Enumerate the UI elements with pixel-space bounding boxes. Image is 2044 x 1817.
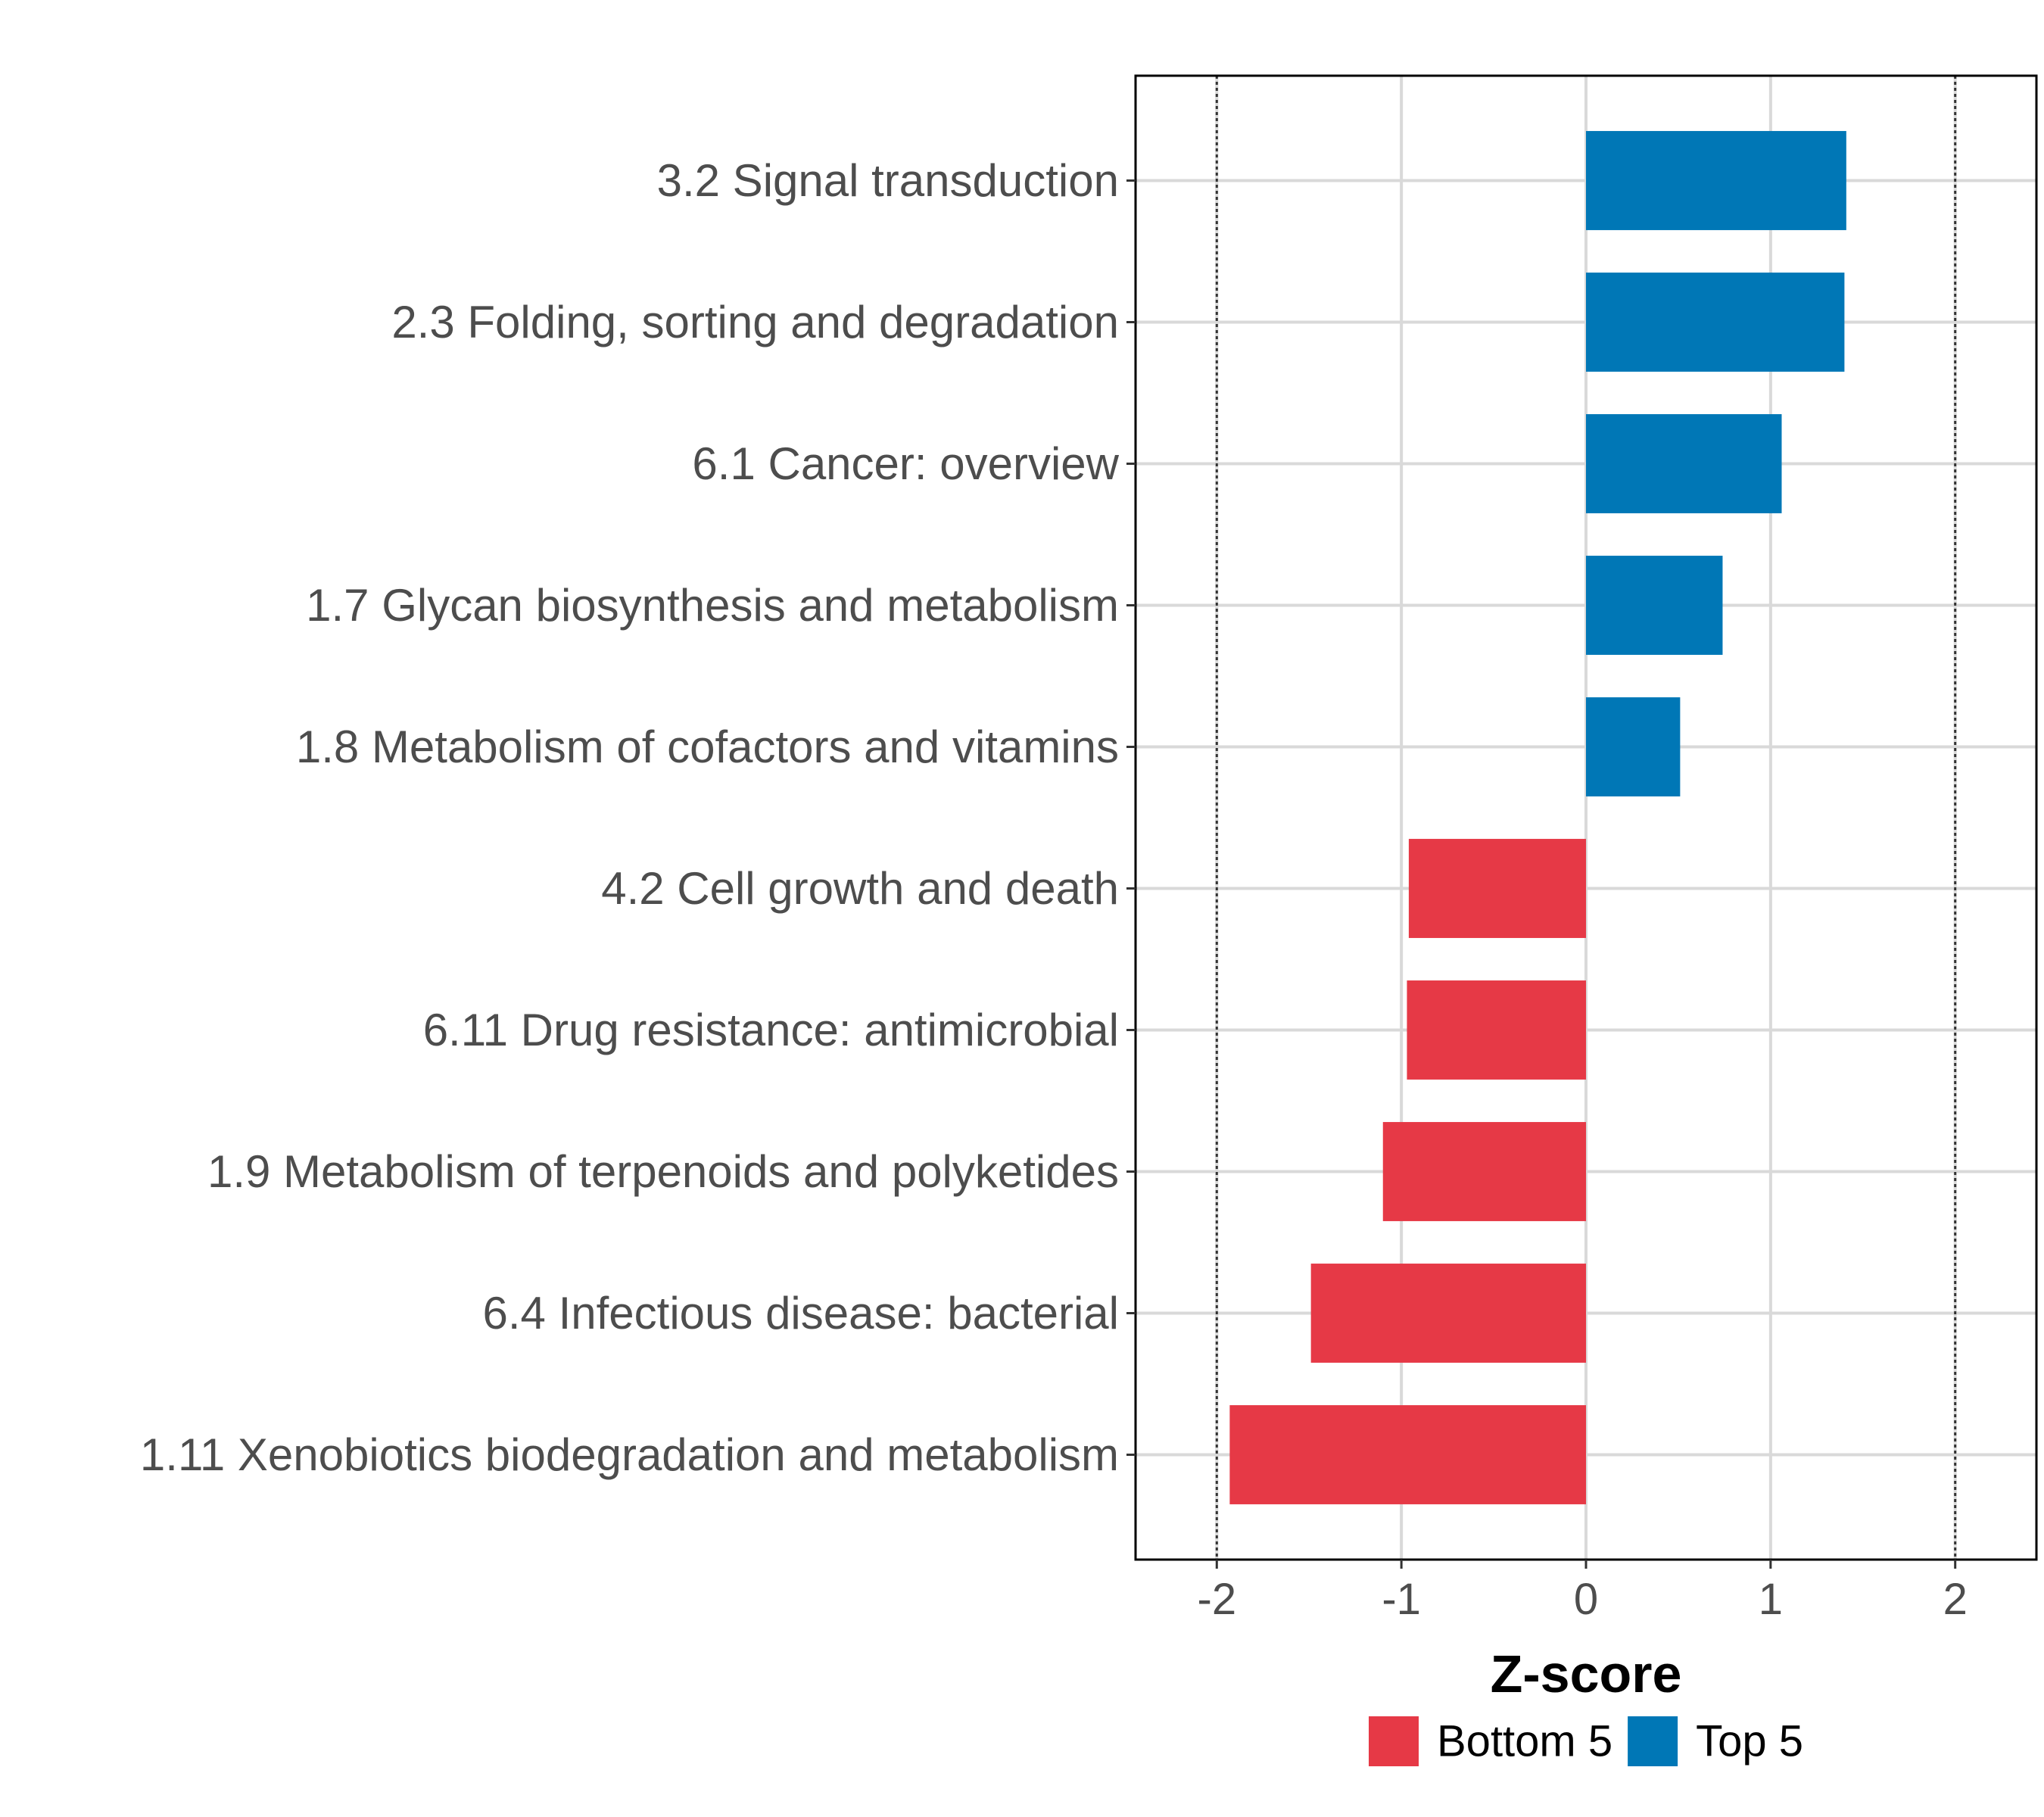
bar xyxy=(1586,697,1681,796)
bar xyxy=(1586,273,1845,372)
reference-lines xyxy=(1215,76,1957,1560)
category-label: 1.8 Metabolism of cofactors and vitamins xyxy=(296,722,1119,772)
category-label: 6.4 Infectious disease: bacterial xyxy=(483,1288,1120,1339)
category-label: 1.7 Glycan biosynthesis and metabolism xyxy=(306,580,1119,631)
bar xyxy=(1586,414,1782,513)
category-label: 2.3 Folding, sorting and degradation xyxy=(391,297,1119,348)
category-label: 3.2 Signal transduction xyxy=(657,155,1119,206)
legend-label: Top 5 xyxy=(1696,1717,1803,1766)
bar xyxy=(1586,131,1846,230)
category-label: 4.2 Cell growth and death xyxy=(601,863,1119,914)
category-label: 6.1 Cancer: overview xyxy=(692,438,1119,489)
legend-label: Bottom 5 xyxy=(1437,1717,1612,1766)
bar xyxy=(1408,839,1586,938)
x-tick-label: -1 xyxy=(1382,1575,1421,1624)
legend-swatch xyxy=(1628,1716,1678,1766)
category-label: 1.11 Xenobiotics biodegradation and meta… xyxy=(140,1429,1119,1480)
bars xyxy=(1229,131,1846,1504)
x-tick-label: -2 xyxy=(1198,1575,1237,1624)
legend: Bottom 5 Top 5 xyxy=(1369,1716,1803,1766)
bar xyxy=(1407,980,1586,1080)
legend-swatch xyxy=(1369,1716,1419,1766)
x-tick-label: 1 xyxy=(1759,1575,1783,1624)
x-axis-title: Z-score xyxy=(1491,1644,1682,1703)
category-label: 6.11 Drug resistance: antimicrobial xyxy=(423,1005,1119,1055)
x-tick-label: 2 xyxy=(1943,1575,1968,1624)
bar xyxy=(1382,1122,1586,1221)
bar xyxy=(1229,1405,1586,1504)
x-axis-ticks: -2 -1 0 1 2 xyxy=(1198,1560,1968,1624)
y-axis-ticks: 3.2 Signal transduction 2.3 Folding, sort… xyxy=(140,155,1136,1480)
category-label: 1.9 Metabolism of terpenoids and polyket… xyxy=(207,1146,1119,1197)
x-tick-label: 0 xyxy=(1574,1575,1598,1624)
bar xyxy=(1310,1264,1586,1363)
bar xyxy=(1586,556,1723,655)
